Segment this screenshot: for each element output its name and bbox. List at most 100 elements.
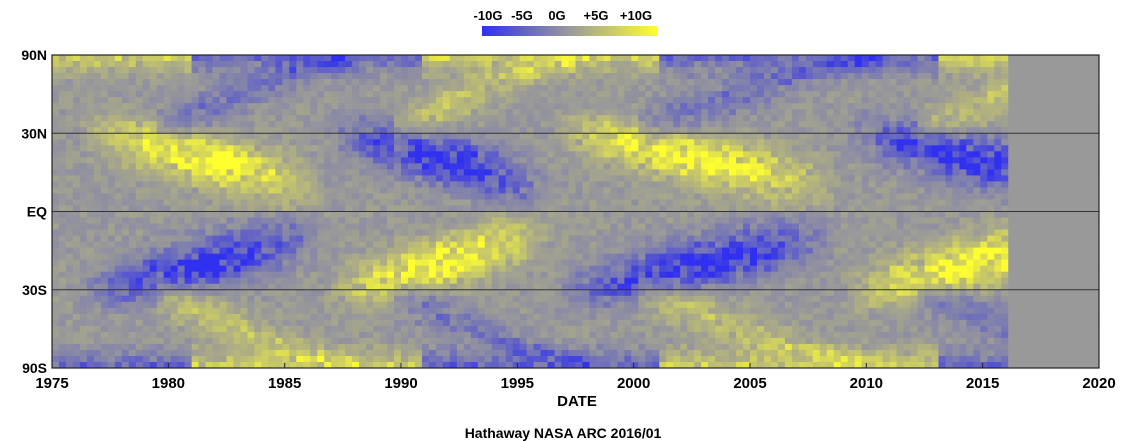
- heatmap-cell: [512, 187, 521, 195]
- heatmap-cell: [72, 235, 81, 243]
- heatmap-cell: [93, 247, 102, 255]
- heatmap-cell: [240, 289, 249, 297]
- heatmap-cell: [428, 223, 437, 231]
- heatmap-cell: [352, 175, 360, 182]
- heatmap-cell: [533, 163, 542, 170]
- heatmap-cell: [449, 235, 458, 243]
- heatmap-cell: [631, 301, 639, 309]
- heatmap-cell: [58, 79, 67, 86]
- heatmap-cell: [463, 265, 472, 273]
- heatmap-cell: [470, 175, 479, 182]
- heatmap-cell: [366, 175, 374, 182]
- heatmap-cell: [666, 61, 674, 68]
- heatmap-cell: [526, 271, 535, 279]
- heatmap-cell: [638, 235, 646, 243]
- heatmap-cell: [540, 235, 549, 243]
- heatmap-cell: [205, 175, 214, 182]
- heatmap-cell: [296, 169, 304, 176]
- heatmap-cell: [498, 235, 507, 243]
- heatmap-cell: [680, 265, 688, 273]
- heatmap-cell: [240, 205, 249, 213]
- heatmap-cell: [589, 277, 598, 285]
- heatmap-cell: [135, 97, 144, 104]
- heatmap-cell: [121, 79, 130, 86]
- heatmap-cell: [114, 283, 123, 291]
- heatmap-cell: [268, 175, 276, 182]
- heatmap-cell: [589, 115, 598, 122]
- heatmap-cell: [505, 103, 514, 110]
- heatmap-cell: [247, 307, 256, 315]
- heatmap-cell: [380, 151, 388, 158]
- heatmap-cell: [289, 73, 297, 80]
- heatmap-cell: [79, 307, 88, 315]
- heatmap-cell: [310, 181, 318, 189]
- heatmap-cell: [477, 259, 486, 267]
- heatmap-cell: [624, 91, 632, 98]
- heatmap-cell: [170, 319, 179, 327]
- heatmap-cell: [275, 343, 283, 351]
- heatmap-cell: [477, 169, 486, 176]
- heatmap-cell: [631, 253, 639, 261]
- heatmap-cell: [205, 241, 214, 249]
- heatmap-cell: [470, 277, 479, 285]
- heatmap-cell: [226, 85, 235, 92]
- heatmap-cell: [387, 319, 395, 327]
- heatmap-cell: [568, 121, 577, 128]
- heatmap-cell: [366, 247, 374, 255]
- heatmap-cell: [275, 325, 283, 333]
- heatmap-cell: [352, 61, 360, 68]
- heatmap-cell: [156, 361, 165, 368]
- heatmap-cell: [156, 283, 165, 291]
- heatmap-cell: [387, 115, 395, 122]
- heatmap-cell: [673, 331, 681, 339]
- heatmap-cell: [694, 247, 702, 255]
- heatmap-cell: [414, 325, 423, 333]
- heatmap-cell: [156, 259, 165, 267]
- heatmap-cell: [596, 109, 605, 116]
- heatmap-cell: [547, 205, 556, 213]
- heatmap-cell: [666, 253, 674, 261]
- heatmap-cell: [310, 283, 318, 291]
- heatmap-cell: [93, 343, 102, 351]
- heatmap-cell: [603, 331, 611, 339]
- heatmap-cell: [359, 109, 367, 116]
- heatmap-cell: [135, 205, 144, 213]
- heatmap-cell: [505, 55, 514, 62]
- heatmap-cell: [547, 247, 556, 255]
- heatmap-cell: [547, 283, 556, 291]
- heatmap-cell: [79, 193, 88, 201]
- heatmap-cell: [568, 337, 577, 345]
- heatmap-cell: [491, 55, 500, 62]
- heatmap-cell: [561, 169, 570, 176]
- heatmap-cell: [708, 145, 716, 152]
- heatmap-cell: [268, 301, 276, 309]
- heatmap-cell: [142, 319, 151, 327]
- heatmap-cell: [547, 139, 556, 146]
- heatmap-cell: [373, 247, 381, 255]
- heatmap-cell: [72, 277, 81, 285]
- heatmap-cell: [107, 331, 116, 339]
- heatmap-cell: [247, 265, 256, 273]
- heatmap-cell: [282, 325, 290, 333]
- heatmap-cell: [387, 307, 395, 315]
- heatmap-cell: [526, 97, 535, 104]
- heatmap-cell: [421, 139, 430, 146]
- heatmap-cell: [561, 67, 570, 74]
- heatmap-cell: [352, 103, 360, 110]
- heatmap-cell: [345, 145, 353, 152]
- heatmap-cell: [414, 151, 423, 158]
- heatmap-cell: [715, 307, 723, 315]
- heatmap-cell: [491, 133, 500, 140]
- heatmap-cell: [498, 73, 507, 80]
- heatmap-cell: [554, 235, 563, 243]
- heatmap-cell: [617, 313, 625, 321]
- heatmap-cell: [673, 307, 681, 315]
- heatmap-cell: [652, 91, 660, 98]
- heatmap-cell: [317, 85, 325, 92]
- heatmap-cell: [568, 109, 577, 116]
- heatmap-cell: [666, 121, 674, 128]
- heatmap-cell: [673, 313, 681, 321]
- heatmap-cell: [128, 211, 137, 219]
- heatmap-cell: [275, 73, 283, 80]
- heatmap-cell: [491, 259, 500, 267]
